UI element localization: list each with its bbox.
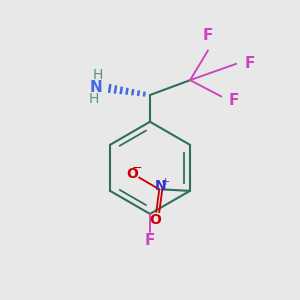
Text: H: H [93,68,103,82]
Text: F: F [229,94,239,109]
Text: O: O [127,167,139,181]
Text: F: F [145,232,155,247]
Text: +: + [161,177,170,187]
Text: F: F [203,28,213,43]
Text: H: H [88,92,99,106]
Text: N: N [155,179,166,193]
Text: F: F [245,56,256,71]
Text: N: N [90,80,103,95]
Text: O: O [149,213,161,227]
Text: −: − [132,162,142,175]
